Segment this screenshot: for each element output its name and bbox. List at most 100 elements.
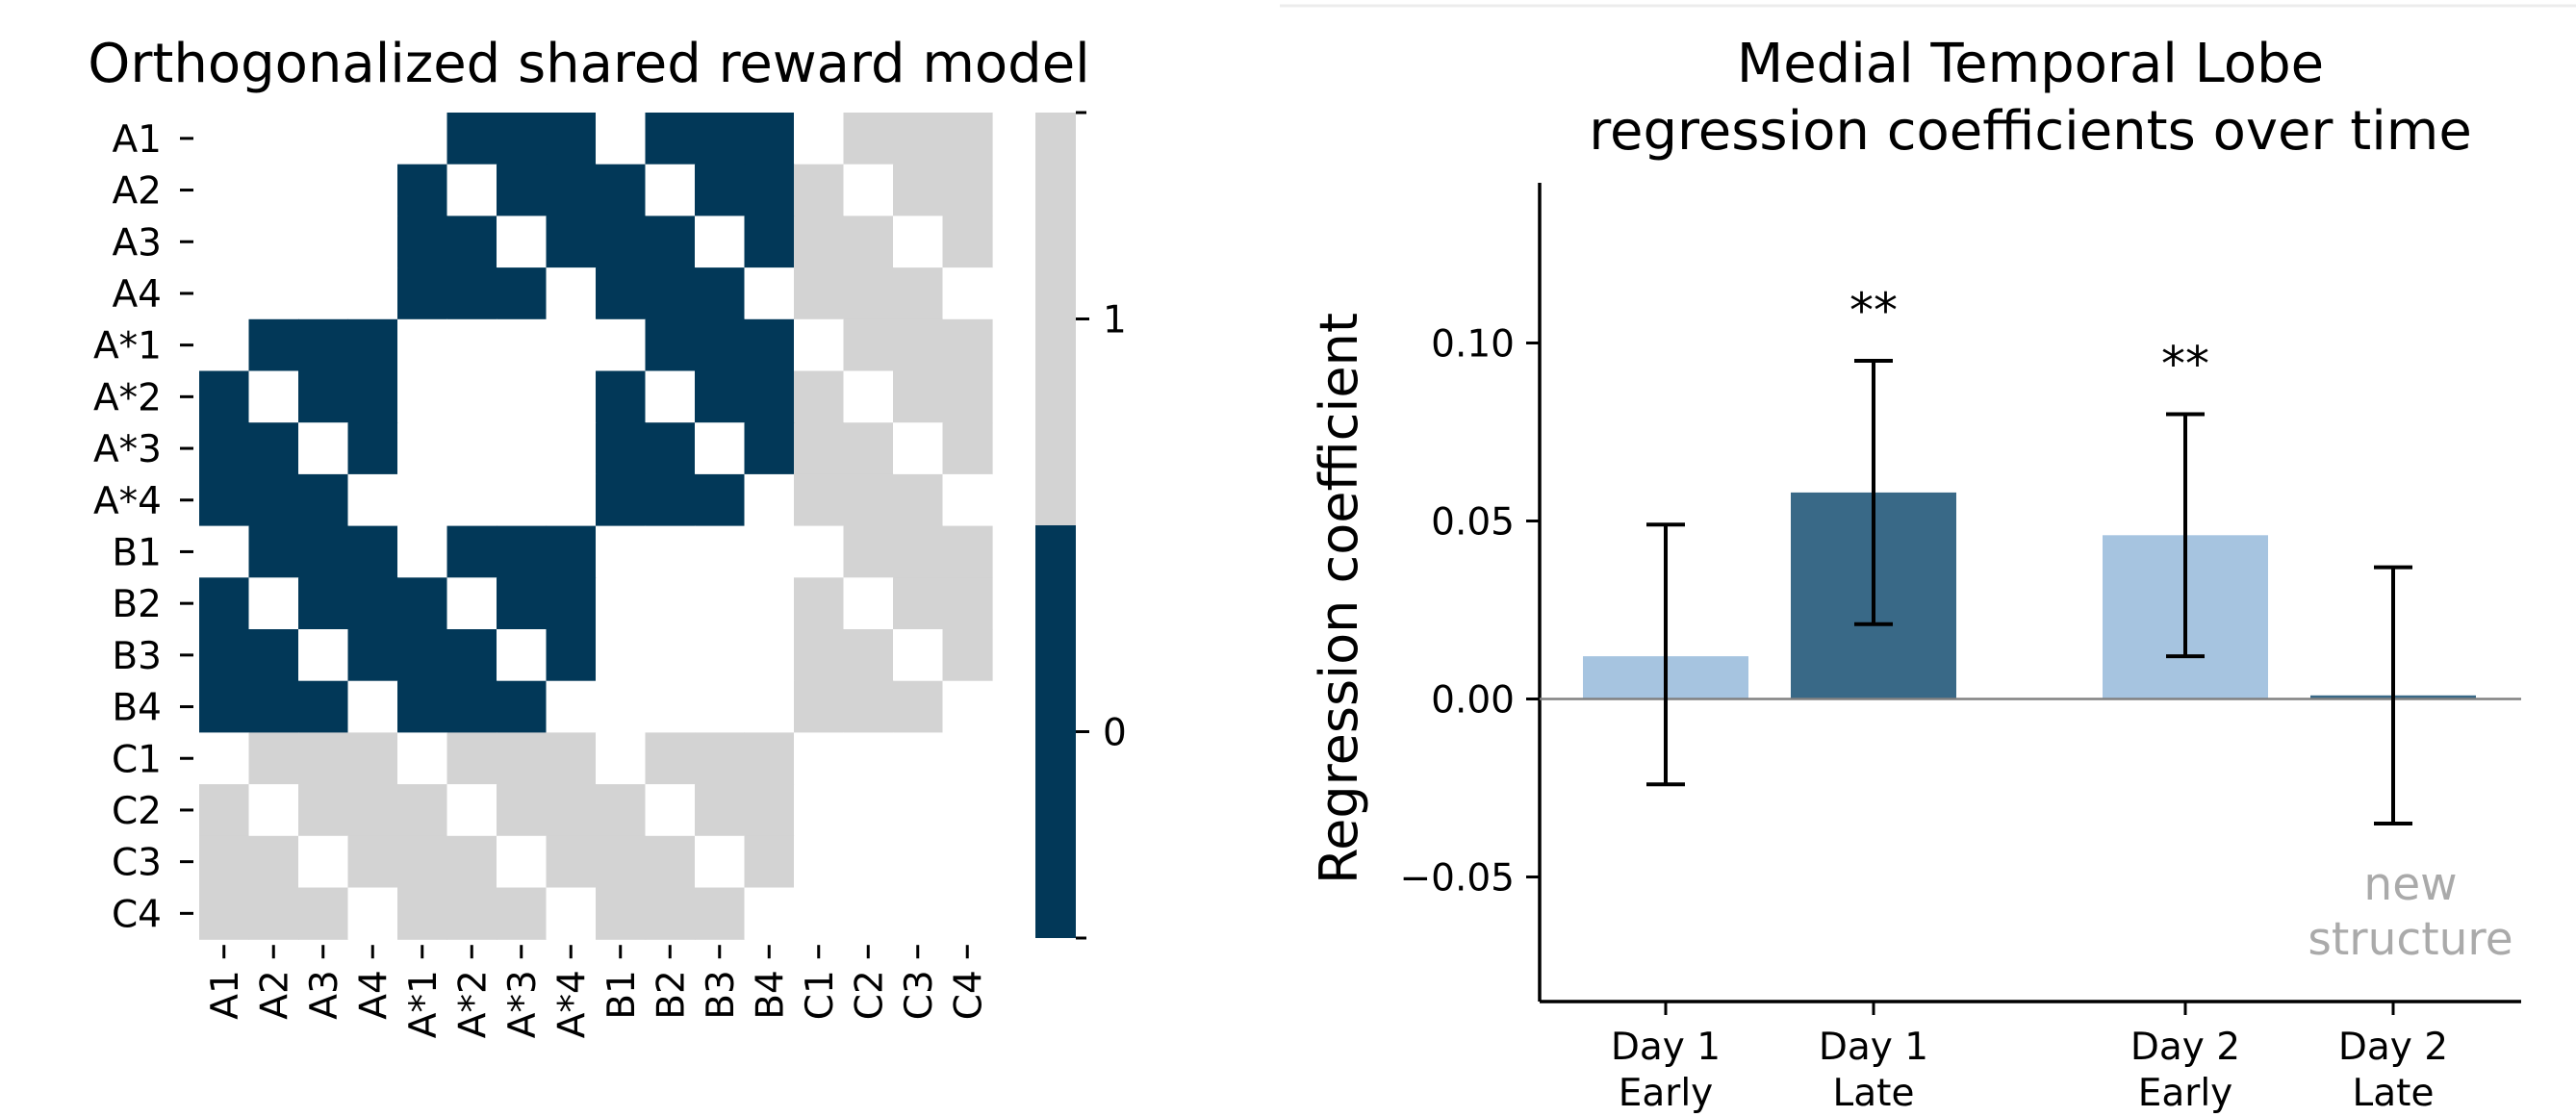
heatmap-cell — [942, 216, 993, 268]
bar-chart-title-line-1: Medial Temporal Lobe — [1737, 33, 2324, 95]
heatmap-cell — [446, 318, 497, 372]
heatmap-cell — [497, 370, 548, 423]
heatmap-cell — [794, 629, 845, 682]
annotation-line-2: structure — [2308, 913, 2512, 966]
heatmap-cell — [843, 267, 894, 320]
heatmap-cell — [942, 370, 993, 423]
heatmap-cell — [744, 835, 795, 889]
heatmap-cell — [248, 680, 299, 733]
heatmap-cell — [497, 473, 548, 527]
x-tick-label-line-2: Early — [1619, 1072, 1714, 1115]
bar-chart-title-line-2: regression coefficients over time — [1589, 100, 2472, 163]
heatmap-cell — [298, 370, 349, 423]
heatmap-col-label: A4 — [352, 970, 395, 1019]
heatmap-cell — [248, 370, 299, 423]
heatmap-cell — [397, 732, 448, 785]
heatmap-cell — [744, 318, 795, 372]
heatmap-cell — [248, 216, 299, 268]
heatmap-row-label: C1 — [112, 738, 162, 781]
heatmap-cell — [199, 629, 250, 682]
heatmap-cell — [298, 473, 349, 527]
colorbar-segment-one — [1035, 113, 1076, 525]
heatmap-cell — [347, 318, 398, 372]
heatmap-cell — [695, 422, 746, 475]
heatmap-cell — [397, 680, 448, 733]
y-tick-label: 0.10 — [1431, 323, 1515, 367]
heatmap-cell — [843, 370, 894, 423]
heatmap-cell — [446, 422, 497, 475]
heatmap-cell — [596, 629, 647, 682]
heatmap-cell — [298, 629, 349, 682]
heatmap-cell — [347, 784, 398, 837]
heatmap-cell — [744, 629, 795, 682]
annotation-line-1: new — [2363, 858, 2457, 911]
heatmap-cell — [695, 370, 746, 423]
heatmap-cell — [446, 577, 497, 630]
heatmap-cell — [397, 629, 448, 682]
heatmap-cell — [596, 370, 647, 423]
heatmap-cell — [744, 732, 795, 785]
heatmap-cell — [645, 680, 696, 733]
heatmap-cell — [546, 680, 597, 733]
y-tick-label: 0.00 — [1431, 679, 1515, 723]
heatmap-cell — [596, 422, 647, 475]
heatmap-cell — [497, 267, 548, 320]
heatmap-cell — [893, 525, 944, 578]
heatmap-cell — [893, 577, 944, 630]
heatmap-row-label: A2 — [113, 170, 163, 214]
heatmap-cell — [546, 784, 597, 837]
heatmap-row-label: A*3 — [93, 428, 162, 471]
heatmap-cell — [546, 887, 597, 940]
heatmap-cell — [942, 164, 993, 216]
colorbar-segment-zero — [1035, 525, 1076, 938]
heatmap-cell — [347, 422, 398, 475]
heatmap-cell — [744, 370, 795, 423]
heatmap-cell — [893, 887, 944, 940]
heatmap-col-label: C2 — [848, 970, 891, 1020]
heatmap-cell — [298, 680, 349, 733]
heatmap-cell — [794, 680, 845, 733]
heatmap-cell — [893, 216, 944, 268]
heatmap-cell — [843, 422, 894, 475]
heatmap-cell — [893, 164, 944, 216]
heatmap-cell — [942, 267, 993, 320]
heatmap-cell — [596, 577, 647, 630]
heatmap-cell — [645, 473, 696, 527]
heatmap-cell — [497, 113, 548, 165]
heatmap-cell — [596, 784, 647, 837]
heatmap-cell — [695, 267, 746, 320]
heatmap-cell — [942, 887, 993, 940]
heatmap-cell — [546, 318, 597, 372]
bar-chart-panel: Medial Temporal Lobe regression coeffici… — [1309, 33, 2521, 1115]
heatmap-cell — [843, 887, 894, 940]
heatmap-cell — [645, 629, 696, 682]
heatmap-cell — [893, 732, 944, 785]
heatmap-col-label: B2 — [650, 970, 693, 1020]
heatmap-cell — [397, 370, 448, 423]
heatmap-row-label: B1 — [112, 531, 162, 574]
heatmap-cell — [347, 629, 398, 682]
heatmap-row-label: A*1 — [93, 325, 162, 368]
heatmap-row-label: B3 — [112, 635, 162, 678]
heatmap-cell — [596, 164, 647, 216]
heatmap-cell — [695, 732, 746, 785]
heatmap-cell — [843, 680, 894, 733]
x-tick-label-line-1: Day 2 — [2338, 1026, 2448, 1069]
heatmap-cell — [397, 887, 448, 940]
heatmap-cell — [347, 267, 398, 320]
heatmap-cell — [298, 422, 349, 475]
heatmap-cell — [199, 318, 250, 372]
heatmap-cell — [794, 525, 845, 578]
heatmap-cell — [446, 887, 497, 940]
heatmap-cell — [199, 370, 250, 423]
y-axis-label: Regression coefficient — [1309, 313, 1369, 884]
heatmap-cell — [893, 267, 944, 320]
heatmap-cell — [199, 525, 250, 578]
colorbar-tick-label: 1 — [1103, 299, 1127, 343]
x-tick-label-line-1: Day 2 — [2130, 1026, 2240, 1069]
heatmap-cell — [843, 113, 894, 165]
heatmap-colorbar: 10 — [1035, 111, 1127, 940]
heatmap-cell — [695, 216, 746, 268]
heatmap-row-label: A3 — [113, 221, 163, 265]
heatmap-cell — [497, 784, 548, 837]
